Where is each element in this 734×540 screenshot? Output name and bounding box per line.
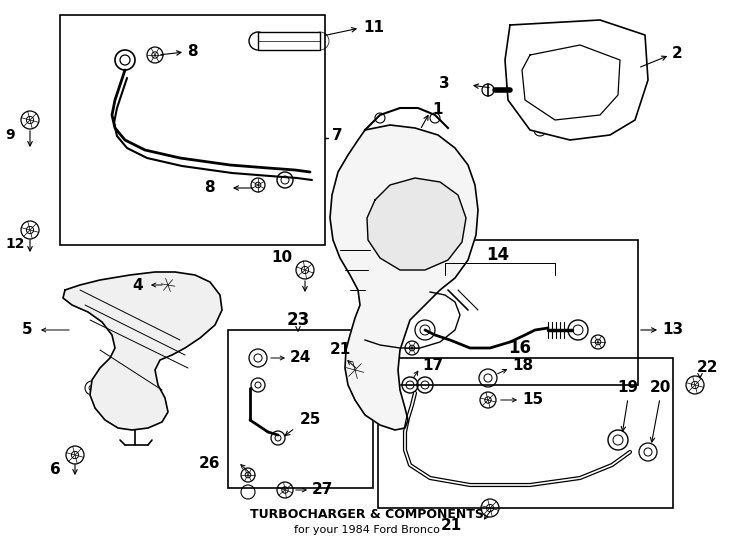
Text: 25: 25: [300, 413, 321, 428]
Text: for your 1984 Ford Bronco: for your 1984 Ford Bronco: [294, 525, 440, 535]
Text: 19: 19: [617, 381, 639, 395]
Text: 1: 1: [432, 103, 443, 118]
Bar: [60, 15, 325, 245]
Text: 22: 22: [697, 361, 719, 375]
Text: 20: 20: [650, 381, 671, 395]
Text: 10: 10: [272, 251, 293, 266]
Polygon shape: [505, 20, 648, 140]
Text: 7: 7: [332, 127, 343, 143]
Polygon shape: [367, 178, 466, 270]
Text: 23: 23: [286, 311, 310, 329]
Text: 26: 26: [198, 456, 220, 470]
Text: 21: 21: [330, 342, 351, 357]
Text: 17: 17: [422, 357, 443, 373]
Polygon shape: [63, 272, 222, 430]
Text: 15: 15: [522, 393, 543, 408]
Text: 18: 18: [512, 357, 533, 373]
Text: 9: 9: [5, 128, 15, 142]
Bar: [378, 358, 673, 508]
Text: 12: 12: [5, 237, 24, 251]
Text: 3: 3: [440, 77, 450, 91]
Text: TURBOCHARGER & COMPONENTS: TURBOCHARGER & COMPONENTS: [250, 509, 484, 522]
Polygon shape: [330, 125, 478, 430]
Text: 4: 4: [132, 278, 143, 293]
Polygon shape: [258, 32, 320, 50]
Text: 6: 6: [50, 462, 60, 477]
Text: 11: 11: [363, 19, 384, 35]
Text: 5: 5: [21, 322, 32, 338]
Text: 13: 13: [662, 322, 683, 338]
Text: 2: 2: [672, 45, 683, 60]
Text: 24: 24: [290, 350, 311, 366]
Text: 27: 27: [312, 483, 333, 497]
Bar: [228, 330, 373, 488]
Text: 8: 8: [204, 180, 215, 195]
Text: 14: 14: [487, 246, 509, 264]
Text: 8: 8: [187, 44, 197, 59]
Text: 21: 21: [440, 518, 462, 534]
Bar: [398, 240, 638, 385]
Text: 16: 16: [509, 339, 531, 357]
